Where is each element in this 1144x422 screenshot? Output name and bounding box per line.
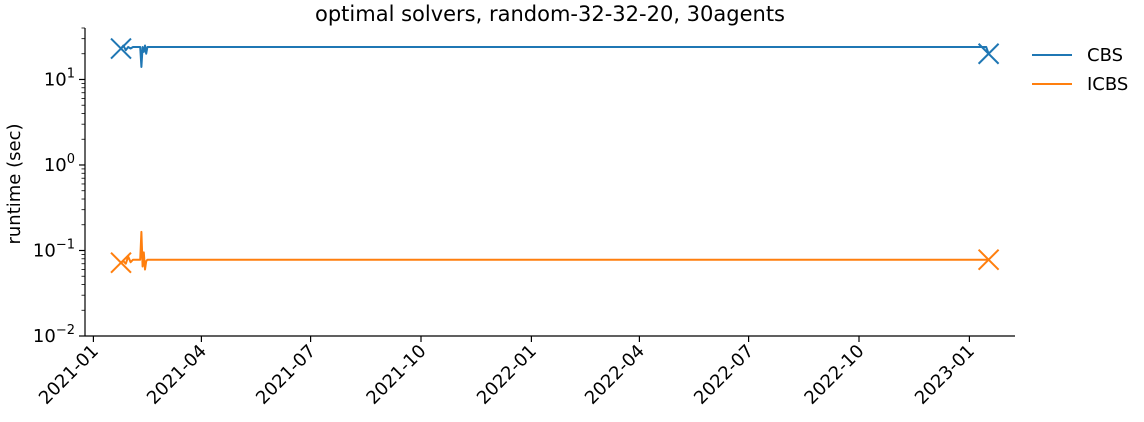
x-tick-label: 2022-04 bbox=[581, 341, 649, 409]
series-line-icbs bbox=[120, 230, 989, 271]
series-marker-cbs-0 bbox=[110, 37, 132, 60]
legend-label-icbs: ICBS bbox=[1087, 74, 1128, 95]
y-axis-label: runtime (sec) bbox=[4, 124, 25, 245]
chart-title: optimal solvers, random-32-32-20, 30agen… bbox=[315, 2, 785, 26]
x-tick-label: 2021-01 bbox=[35, 341, 103, 409]
series-marker-icbs-1 bbox=[977, 249, 1000, 271]
legend-label-cbs: CBS bbox=[1087, 45, 1123, 66]
x-tick-label: 2022-01 bbox=[473, 341, 541, 409]
y-tick-label: 10−1 bbox=[33, 237, 75, 261]
series-marker-cbs-1 bbox=[977, 43, 1000, 65]
x-tick-label: 2021-04 bbox=[143, 341, 211, 409]
x-tick-label: 2022-10 bbox=[800, 341, 868, 409]
x-tick-label: 2023-01 bbox=[911, 341, 979, 409]
series-marker-icbs-0 bbox=[110, 251, 132, 274]
x-tick-label: 2021-07 bbox=[252, 341, 320, 409]
y-tick-label: 100 bbox=[44, 152, 75, 176]
x-tick-label: 2022-07 bbox=[690, 341, 758, 409]
series-line-cbs bbox=[120, 44, 990, 68]
y-tick-label: 101 bbox=[44, 66, 75, 90]
x-tick-label: 2021-10 bbox=[362, 341, 430, 409]
y-tick-label: 10−2 bbox=[33, 323, 75, 347]
